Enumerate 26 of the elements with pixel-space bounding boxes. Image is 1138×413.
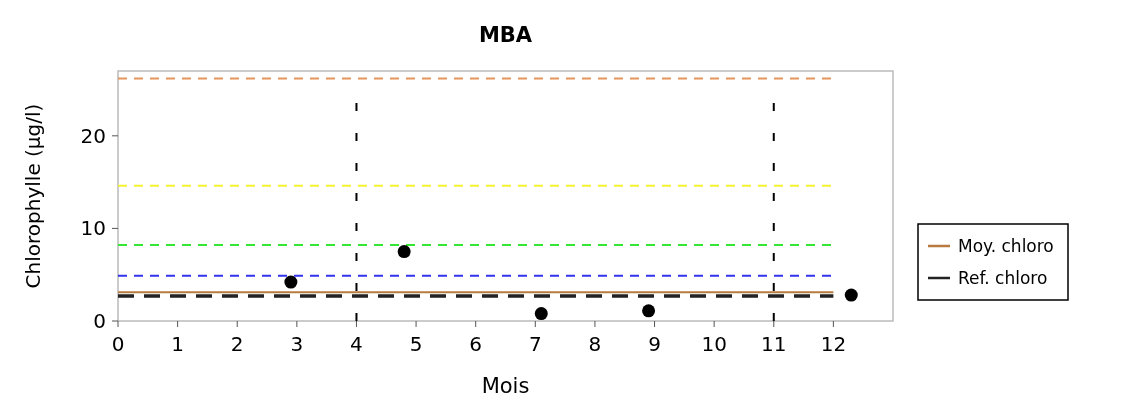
x-tick-label: 8 [588, 332, 602, 356]
x-tick-label: 0 [111, 332, 125, 356]
x-tick-label: 1 [171, 332, 184, 356]
x-tick-label: 12 [820, 332, 847, 356]
x-tick-label: 10 [701, 332, 727, 356]
x-tick-label: 7 [528, 332, 542, 356]
x-tick-label: 6 [469, 332, 483, 356]
point [642, 304, 656, 318]
chart-title: MBA [478, 23, 533, 47]
point [284, 275, 298, 289]
x-tick-label: 4 [350, 332, 363, 356]
legend-label: Ref. chloro [958, 268, 1048, 288]
x-tick-label: 11 [761, 332, 787, 356]
legend-label: Moy. chloro [958, 236, 1054, 256]
y-tick-label: 0 [93, 309, 106, 333]
y-tick-label: 10 [80, 216, 106, 241]
y-axis-title: Chlorophylle (µg/l) [21, 103, 45, 289]
x-tick-label: 9 [648, 332, 661, 356]
x-tick-label: 5 [409, 332, 423, 356]
y-tick-label: 20 [80, 123, 106, 148]
x-tick-label: 2 [230, 332, 244, 356]
x-axis-title: Mois [481, 374, 530, 398]
point [397, 245, 411, 259]
x-tick-label: 3 [290, 332, 304, 356]
point [844, 288, 858, 302]
point [534, 307, 548, 321]
